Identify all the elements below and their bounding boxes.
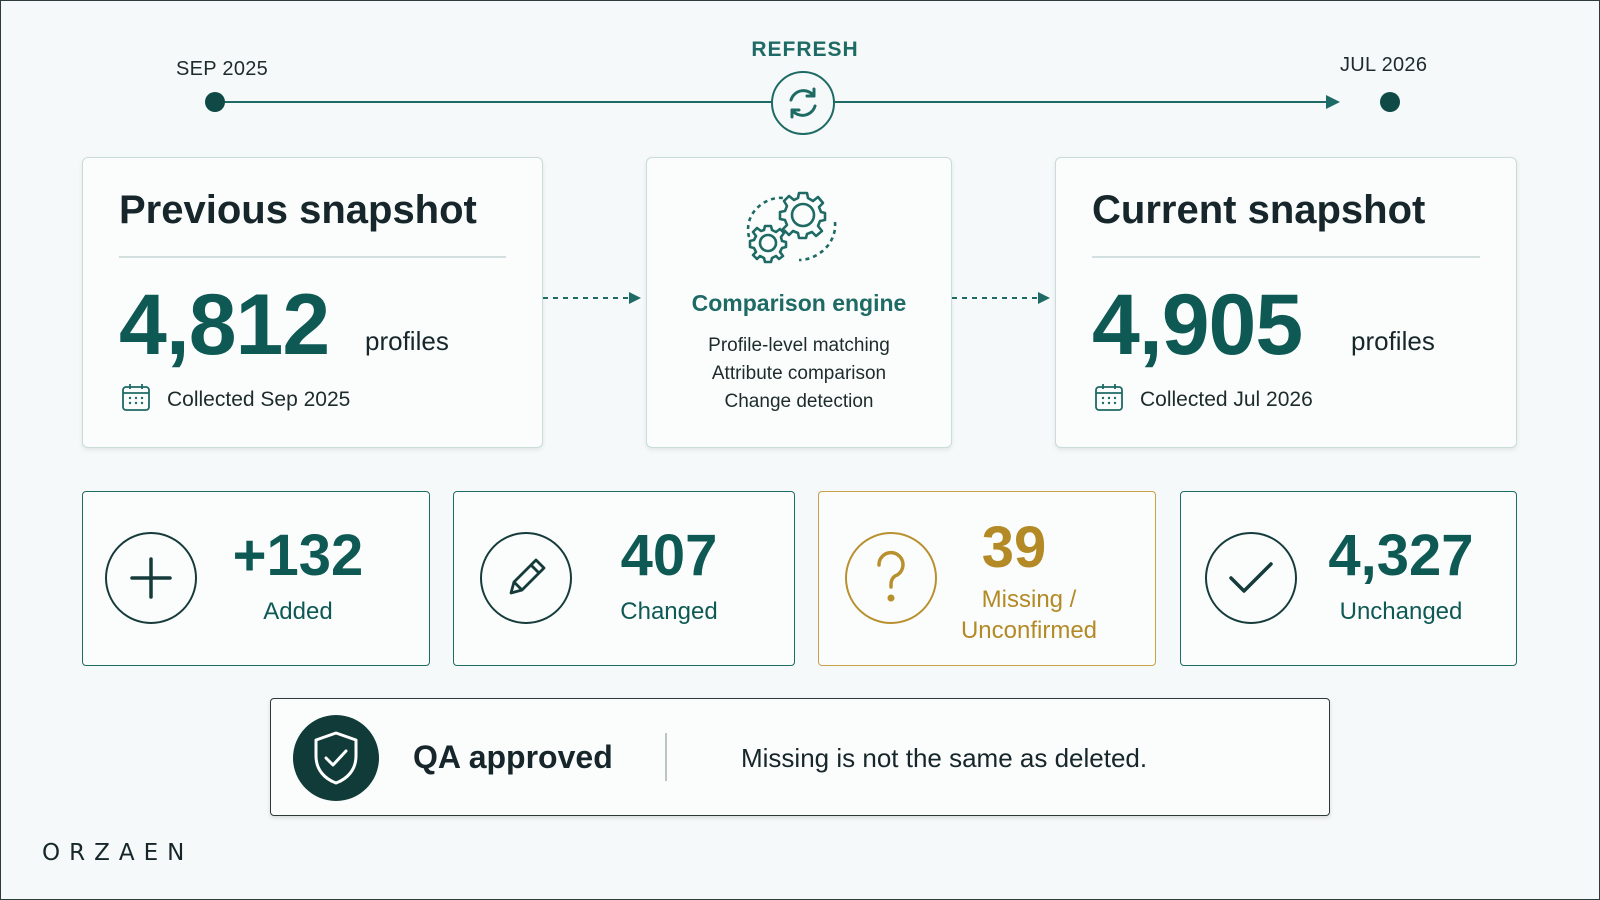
comparison-engine-steps: Profile-level matching Attribute compari… bbox=[647, 332, 951, 416]
current-snapshot-unit: profiles bbox=[1351, 326, 1435, 356]
stat-missing-value: 39 bbox=[981, 515, 1047, 580]
divider bbox=[665, 733, 667, 781]
timeline-refresh-label: REFRESH bbox=[751, 38, 859, 61]
stat-changed-value: 407 bbox=[620, 523, 718, 588]
current-snapshot-count: 4,905 bbox=[1092, 277, 1303, 373]
stat-unchanged: 4,327 Unchanged bbox=[1180, 491, 1517, 666]
refresh-icon bbox=[771, 71, 835, 135]
stat-changed-label: Changed bbox=[620, 598, 718, 625]
brand-logo: ORZAEN bbox=[42, 840, 194, 866]
stat-unchanged-label: Unchanged bbox=[1339, 598, 1463, 625]
timeline-start-label: SEP 2025 bbox=[176, 58, 269, 80]
stat-changed: 407 Changed bbox=[453, 491, 795, 666]
calendar-icon bbox=[121, 382, 151, 417]
current-snapshot-title: Current snapshot bbox=[1092, 188, 1426, 232]
previous-snapshot-title: Previous snapshot bbox=[119, 188, 477, 232]
timeline-end-label: JUL 2026 bbox=[1340, 54, 1428, 76]
previous-snapshot-card: Previous snapshot 4,812 profiles Collect… bbox=[82, 157, 543, 448]
question-icon bbox=[845, 532, 937, 624]
calendar-icon bbox=[1094, 382, 1124, 417]
engine-step: Profile-level matching bbox=[708, 335, 890, 356]
engine-step: Attribute comparison bbox=[711, 363, 887, 384]
shield-check-icon bbox=[293, 715, 379, 801]
stat-missing-label-line2: Unconfirmed bbox=[960, 617, 1098, 644]
timeline-line-left bbox=[215, 101, 775, 103]
engine-step: Change detection bbox=[724, 391, 874, 412]
timeline-start-dot bbox=[205, 92, 225, 112]
current-snapshot-collected: Collected Jul 2026 bbox=[1140, 388, 1313, 411]
qa-banner: QA approved Missing is not the same as d… bbox=[270, 698, 1330, 816]
stat-missing: 39 Missing / Unconfirmed bbox=[818, 491, 1156, 666]
check-icon bbox=[1205, 532, 1297, 624]
plus-icon bbox=[105, 532, 197, 624]
previous-snapshot-unit: profiles bbox=[365, 326, 449, 356]
stat-added-value: +132 bbox=[232, 523, 364, 588]
dashed-arrow-right bbox=[952, 292, 1050, 304]
stat-added-label: Added bbox=[263, 598, 333, 625]
qa-note: Missing is not the same as deleted. bbox=[741, 743, 1148, 773]
divider bbox=[1092, 256, 1480, 258]
timeline-end-dot bbox=[1380, 92, 1400, 112]
stat-missing-label-line1: Missing / bbox=[981, 586, 1077, 613]
previous-snapshot-count: 4,812 bbox=[119, 277, 330, 373]
stat-missing-label: Missing / Unconfirmed bbox=[944, 584, 1114, 646]
pencil-icon bbox=[480, 532, 572, 624]
divider bbox=[119, 256, 506, 258]
qa-title: QA approved bbox=[413, 739, 613, 775]
previous-snapshot-collected: Collected Sep 2025 bbox=[167, 388, 351, 411]
stat-added: +132 Added bbox=[82, 491, 430, 666]
timeline-arrowhead bbox=[1326, 95, 1340, 109]
dashed-arrow-left bbox=[543, 292, 641, 304]
stat-unchanged-value: 4,327 bbox=[1328, 523, 1474, 588]
gears-icon bbox=[737, 182, 847, 283]
comparison-engine-title: Comparison engine bbox=[691, 290, 907, 316]
comparison-engine-card: Comparison engine Profile-level matching… bbox=[646, 157, 952, 448]
current-snapshot-card: Current snapshot 4,905 profiles Collecte… bbox=[1055, 157, 1517, 448]
timeline-line-right bbox=[833, 101, 1328, 103]
